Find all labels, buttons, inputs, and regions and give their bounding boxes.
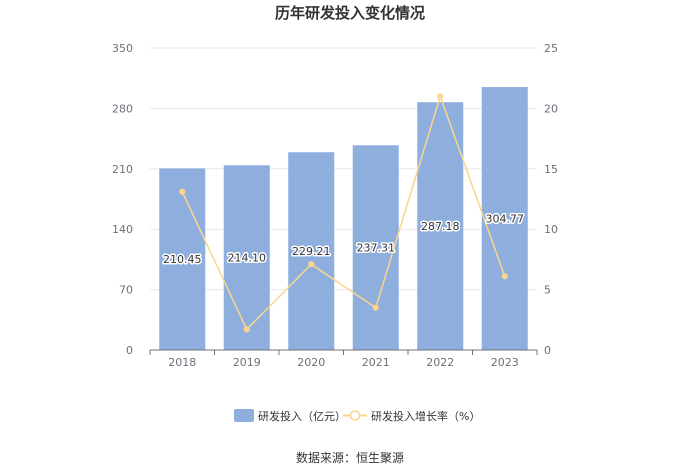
x-tick-label: 2023 [491, 356, 519, 369]
y-right-tick-label: 20 [544, 102, 558, 115]
legend-bar-label: 研发投入（亿元） [258, 409, 346, 423]
bar-labels: 210.45 214.10 229.21 237.31 287.18 304.77 [162, 211, 526, 268]
line-point [501, 273, 508, 280]
bar [159, 168, 206, 350]
bar [352, 145, 399, 350]
bar [223, 165, 270, 350]
x-tick-label: 2019 [233, 356, 261, 369]
legend-bar-swatch [234, 409, 254, 422]
x-tick-label: 2022 [426, 356, 454, 369]
x-axis: 2018 2019 2020 2021 2022 2023 [149, 349, 538, 369]
bar [481, 87, 528, 350]
y-right-tick-label: 5 [544, 284, 551, 297]
x-tick-label: 2018 [168, 356, 196, 369]
grid [150, 47, 537, 291]
y-left-tick-label: 140 [112, 223, 133, 236]
bar-value-label: 237.31 [357, 242, 396, 255]
bar-value-label: 304.77 [486, 213, 525, 226]
x-tick-label: 2020 [297, 356, 325, 369]
line-point [308, 261, 315, 268]
y-right-tick-label: 25 [544, 42, 558, 55]
y-right-axis: 0 5 10 15 20 25 [544, 42, 558, 357]
line-point [179, 188, 186, 195]
legend-line-marker [349, 410, 361, 421]
y-right-tick-label: 15 [544, 163, 558, 176]
legend-item-line[interactable]: 研发投入增长率（%） [343, 409, 480, 423]
y-left-tick-label: 350 [112, 42, 133, 55]
line-point [437, 93, 444, 100]
bar-series [159, 87, 528, 351]
y-right-tick-label: 0 [544, 344, 551, 357]
y-left-tick-label: 0 [126, 344, 133, 357]
bar [417, 102, 464, 351]
y-right-tick-label: 10 [544, 223, 558, 236]
y-left-tick-label: 280 [112, 102, 133, 115]
chart-title: 历年研发投入变化情况 [275, 4, 425, 22]
bar-value-label: 214.10 [228, 252, 267, 265]
line-point [243, 326, 250, 333]
data-source: 数据来源：恒生聚源 [296, 450, 404, 465]
legend[interactable]: 研发投入（亿元） 研发投入增长率（%） [234, 409, 480, 423]
bar [288, 152, 335, 350]
x-tick-label: 2021 [362, 356, 390, 369]
bar-value-label: 287.18 [421, 220, 460, 233]
legend-line-label: 研发投入增长率（%） [371, 409, 480, 423]
bar-value-label: 229.21 [292, 245, 331, 258]
line-series [179, 93, 508, 333]
y-left-axis: 0 70 140 210 280 350 [112, 42, 133, 357]
legend-item-bar[interactable]: 研发投入（亿元） [234, 409, 346, 423]
growth-line [181, 93, 506, 331]
y-left-tick-label: 70 [119, 284, 133, 297]
line-point [372, 304, 379, 311]
bar-value-label: 210.45 [163, 253, 202, 266]
y-left-tick-label: 210 [112, 163, 133, 176]
